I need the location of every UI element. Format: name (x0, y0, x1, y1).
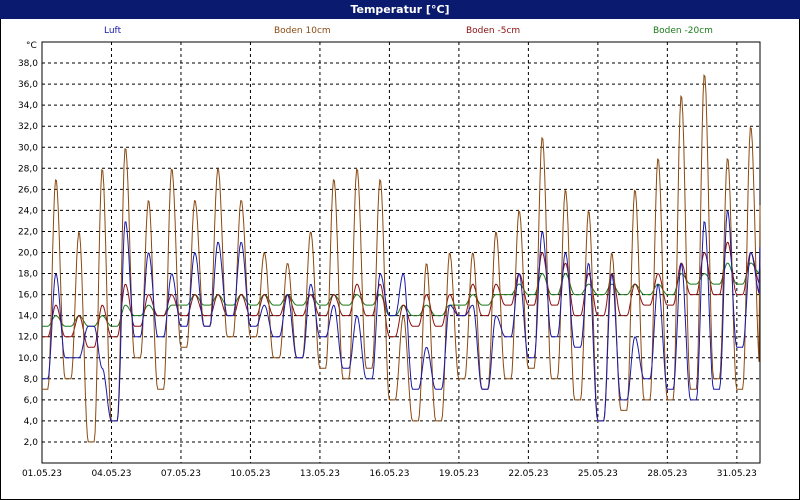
x-tick-label: 01.05.23 (22, 469, 62, 479)
x-tick-label: 19.05.23 (439, 469, 479, 479)
y-tick-label: 24,0 (18, 206, 38, 216)
y-tick-label: 6,0 (24, 396, 39, 406)
x-tick-label: 16.05.23 (369, 469, 409, 479)
y-unit-label: °C (26, 41, 37, 51)
y-tick-label: 38,0 (18, 59, 38, 69)
x-tick-label: 28.05.23 (647, 469, 687, 479)
y-tick-label: 28,0 (18, 164, 38, 174)
y-tick-label: 2,0 (24, 438, 39, 448)
x-tick-label: 04.05.23 (91, 469, 131, 479)
y-tick-label: 20,0 (18, 249, 38, 259)
y-tick-label: 4,0 (24, 417, 39, 427)
y-tick-label: 32,0 (18, 122, 38, 132)
y-tick-label: 18,0 (18, 270, 38, 280)
series-lines (42, 73, 761, 443)
y-tick-label: 14,0 (18, 312, 38, 322)
window-title: Temperatur [°C] (0, 0, 800, 19)
tick-labels: 2,0 4,0 6,0 8,0 10,0 12,0 14,0 16,0 18,0 20,0 22,0… (18, 59, 757, 479)
y-tick-label: 12,0 (18, 333, 38, 343)
series-line-boden-20cm (42, 262, 761, 327)
x-tick-label: 10.05.23 (230, 469, 270, 479)
y-tick-label: 10,0 (18, 354, 38, 364)
x-tick-label: 07.05.23 (161, 469, 201, 479)
x-tick-label: 25.05.23 (578, 469, 618, 479)
legend-boden-10cm: Boden 10cm (274, 26, 331, 36)
x-tick-label: 13.05.23 (300, 469, 340, 479)
series-line-boden-5cm (42, 241, 761, 348)
y-tick-label: 8,0 (24, 375, 39, 385)
y-tick-label: 34,0 (18, 101, 38, 111)
series-line-boden-10cm (42, 73, 761, 443)
legend-boden-5cm: Boden -5cm (466, 26, 520, 36)
legend-boden-20cm: Boden -20cm (653, 26, 713, 36)
y-tick-label: 16,0 (18, 291, 38, 301)
series-line-luft (42, 210, 761, 422)
legend-luft: Luft (104, 26, 122, 36)
x-tick-label: 31.05.23 (717, 469, 757, 479)
grid (41, 41, 761, 464)
y-tick-label: 22,0 (18, 227, 38, 237)
x-tick-label: 22.05.23 (508, 469, 548, 479)
plot-area (41, 41, 761, 464)
y-tick-label: 30,0 (18, 143, 38, 153)
y-tick-label: 36,0 (18, 80, 38, 90)
y-tick-label: 26,0 (18, 185, 38, 195)
